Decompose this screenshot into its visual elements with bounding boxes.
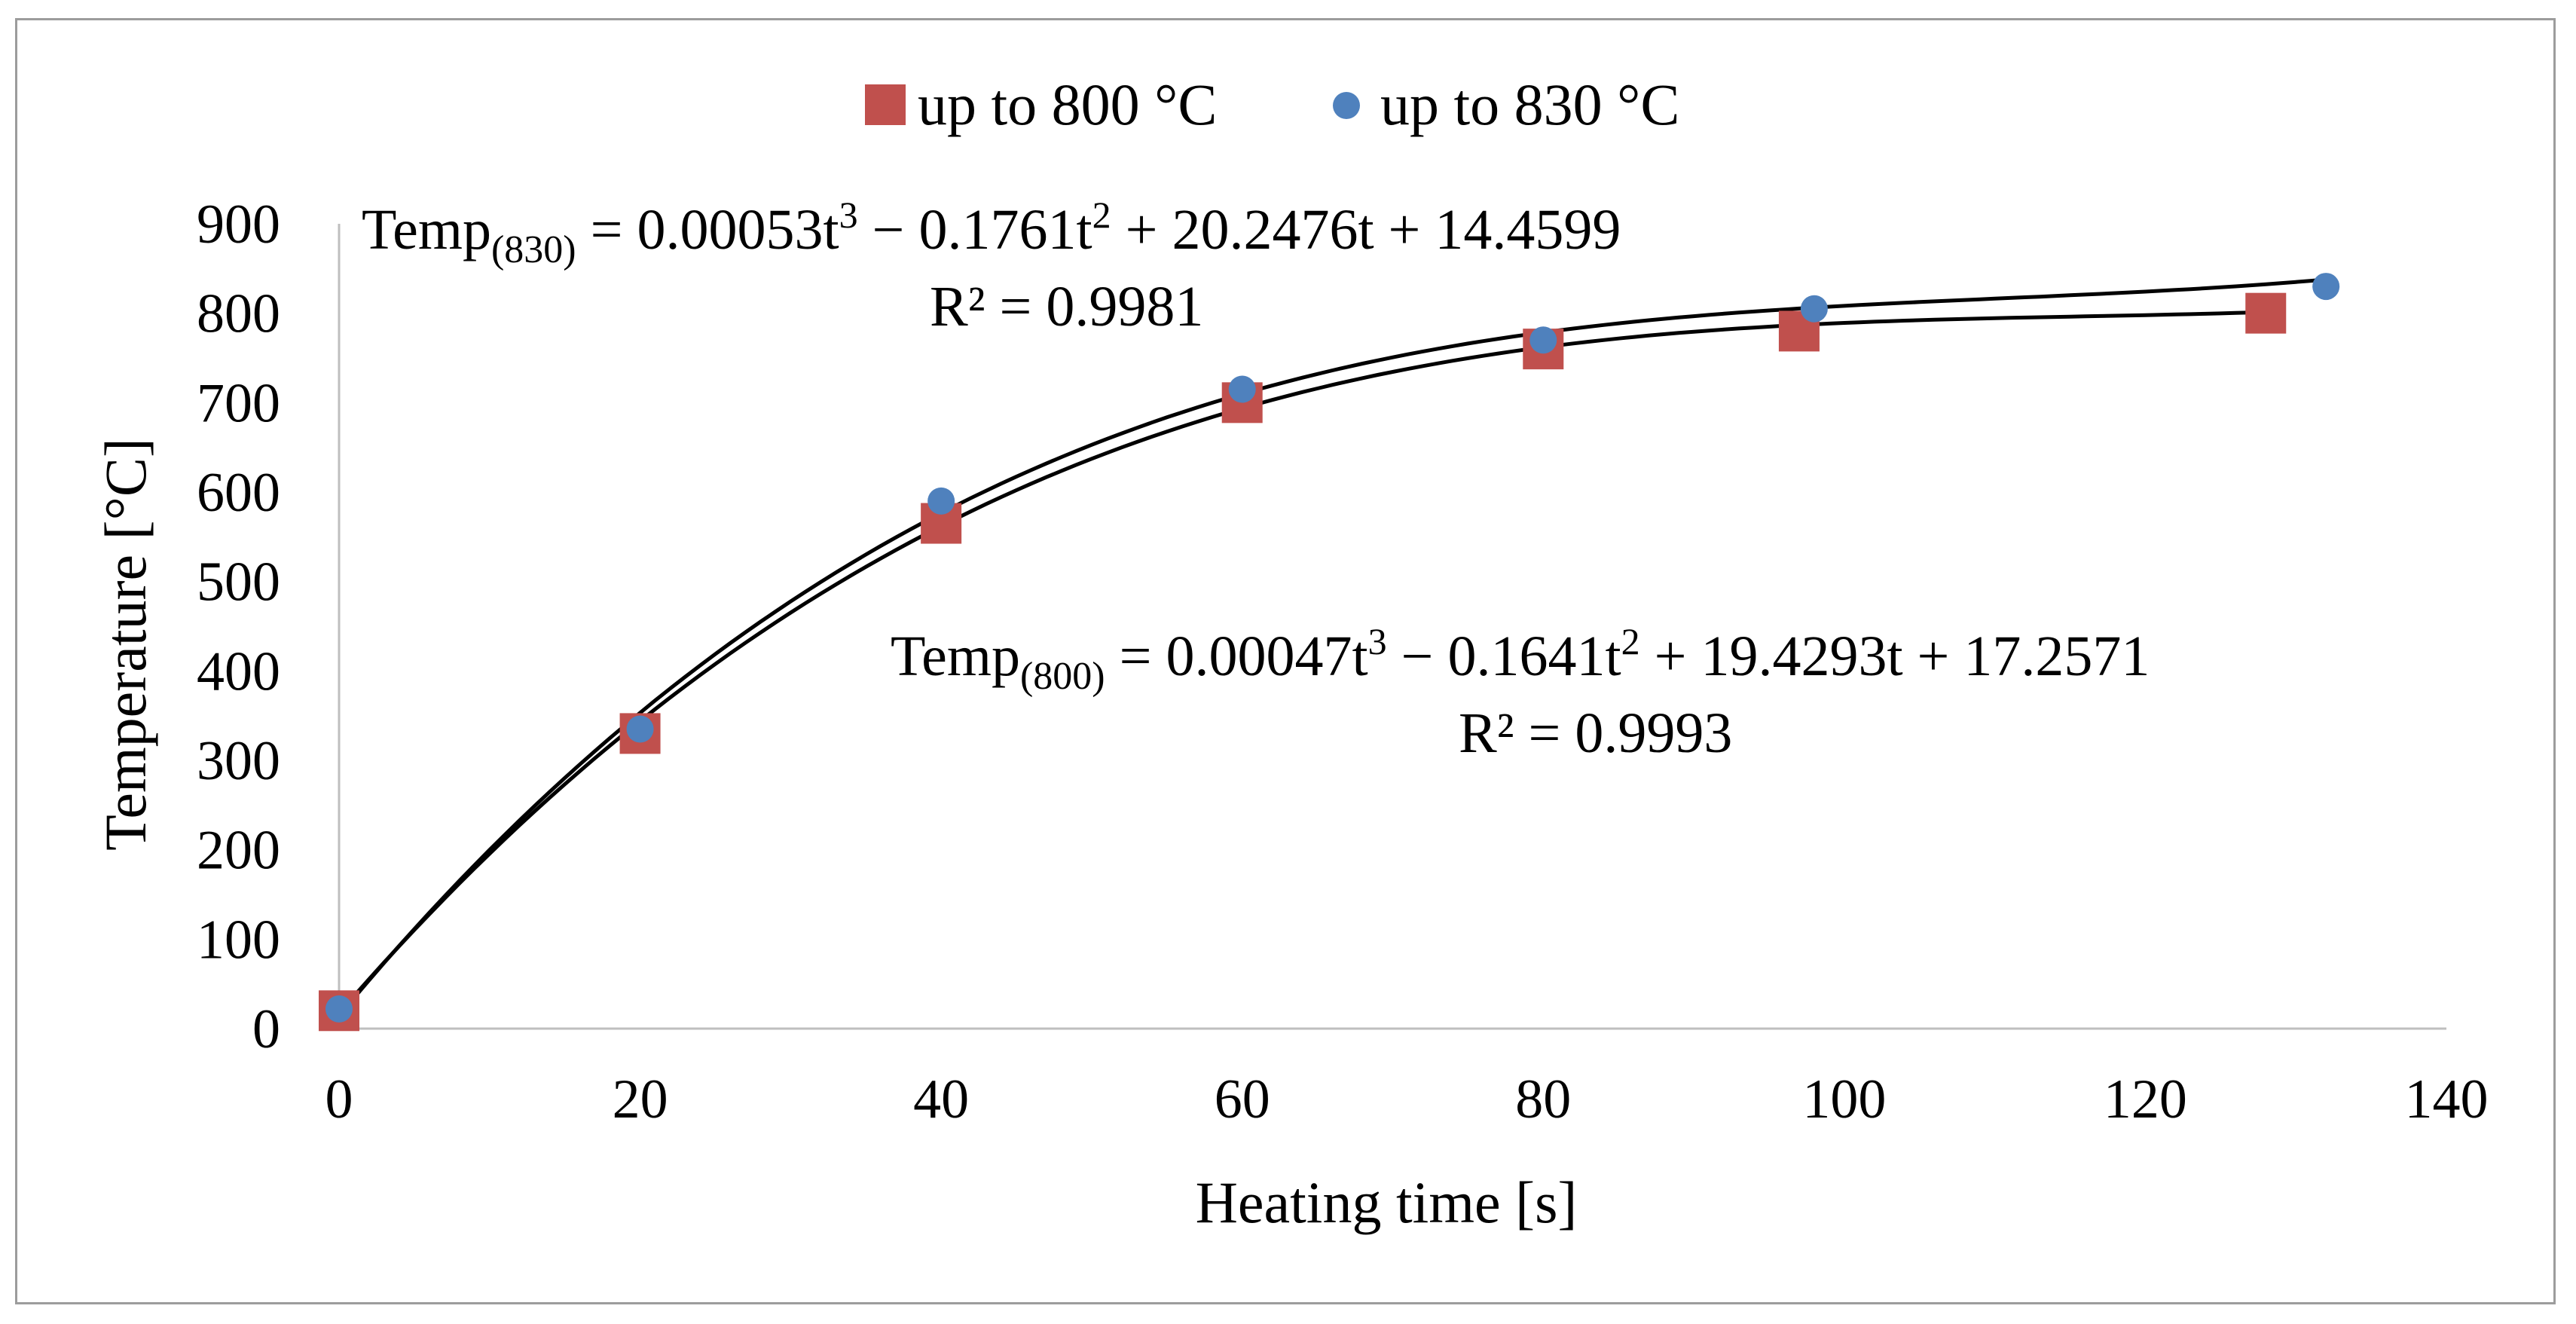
y-tick-label: 300 (197, 730, 280, 792)
marker-830 (325, 995, 353, 1023)
y-tick-label: 700 (197, 372, 280, 434)
y-tick-label: 100 (197, 909, 280, 971)
r2-830: R² = 0.9981 (930, 275, 1203, 338)
x-tick-label: 120 (2104, 1069, 2187, 1130)
x-tick-label: 0 (325, 1069, 353, 1130)
trendline-830 (338, 277, 2327, 1017)
data-markers (319, 273, 2340, 1032)
marker-830 (927, 487, 955, 515)
legend: up to 800 °C up to 830 °C (865, 72, 1679, 137)
y-tick-label: 200 (197, 820, 280, 882)
trendlines (338, 277, 2327, 1017)
y-tick-label: 500 (197, 552, 280, 613)
x-tick-label: 40 (913, 1069, 969, 1130)
legend-label-800: up to 800 °C (918, 72, 1217, 137)
legend-marker-830 (1333, 92, 1360, 119)
y-tick-label: 800 (197, 283, 280, 345)
x-tick-label: 140 (2405, 1069, 2489, 1130)
x-tick-label: 80 (1515, 1069, 1571, 1130)
marker-830 (1529, 326, 1557, 354)
legend-marker-800 (865, 84, 906, 125)
x-tick-label: 60 (1215, 1069, 1270, 1130)
x-tick-label: 20 (613, 1069, 668, 1130)
equation-830-text: Temp(830) = 0.00053t3 − 0.1761t2 + 20.24… (362, 194, 1621, 271)
y-tick-label: 900 (197, 194, 280, 255)
legend-label-830: up to 830 °C (1380, 72, 1679, 137)
equation-800: Temp(800) = 0.00047t3 − 0.1641t2 + 19.42… (891, 620, 2150, 765)
r2-800: R² = 0.9993 (1459, 702, 1732, 765)
trendline-800 (338, 310, 2266, 1015)
marker-800 (2245, 292, 2287, 334)
y-axis-title: Temperature [°C] (93, 438, 158, 851)
equation-830: Temp(830) = 0.00053t3 − 0.1761t2 + 20.24… (362, 194, 1621, 338)
x-tick-label: 100 (1802, 1069, 1886, 1130)
equation-800-text: Temp(800) = 0.00047t3 − 0.1641t2 + 19.42… (891, 620, 2150, 698)
y-tick-label: 600 (197, 462, 280, 524)
y-tick-label: 0 (252, 998, 280, 1060)
marker-830 (626, 715, 654, 743)
x-axis-title: Heating time [s] (1196, 1170, 1578, 1235)
marker-830 (1228, 375, 1256, 403)
axes: 0 20 40 60 80 100 120 140 0 100 200 300 400 500 600 700… (197, 194, 2489, 1130)
marker-830 (1800, 295, 1828, 323)
marker-830 (2312, 273, 2340, 301)
y-tick-label: 400 (197, 641, 280, 702)
chart-frame (15, 18, 2556, 1304)
